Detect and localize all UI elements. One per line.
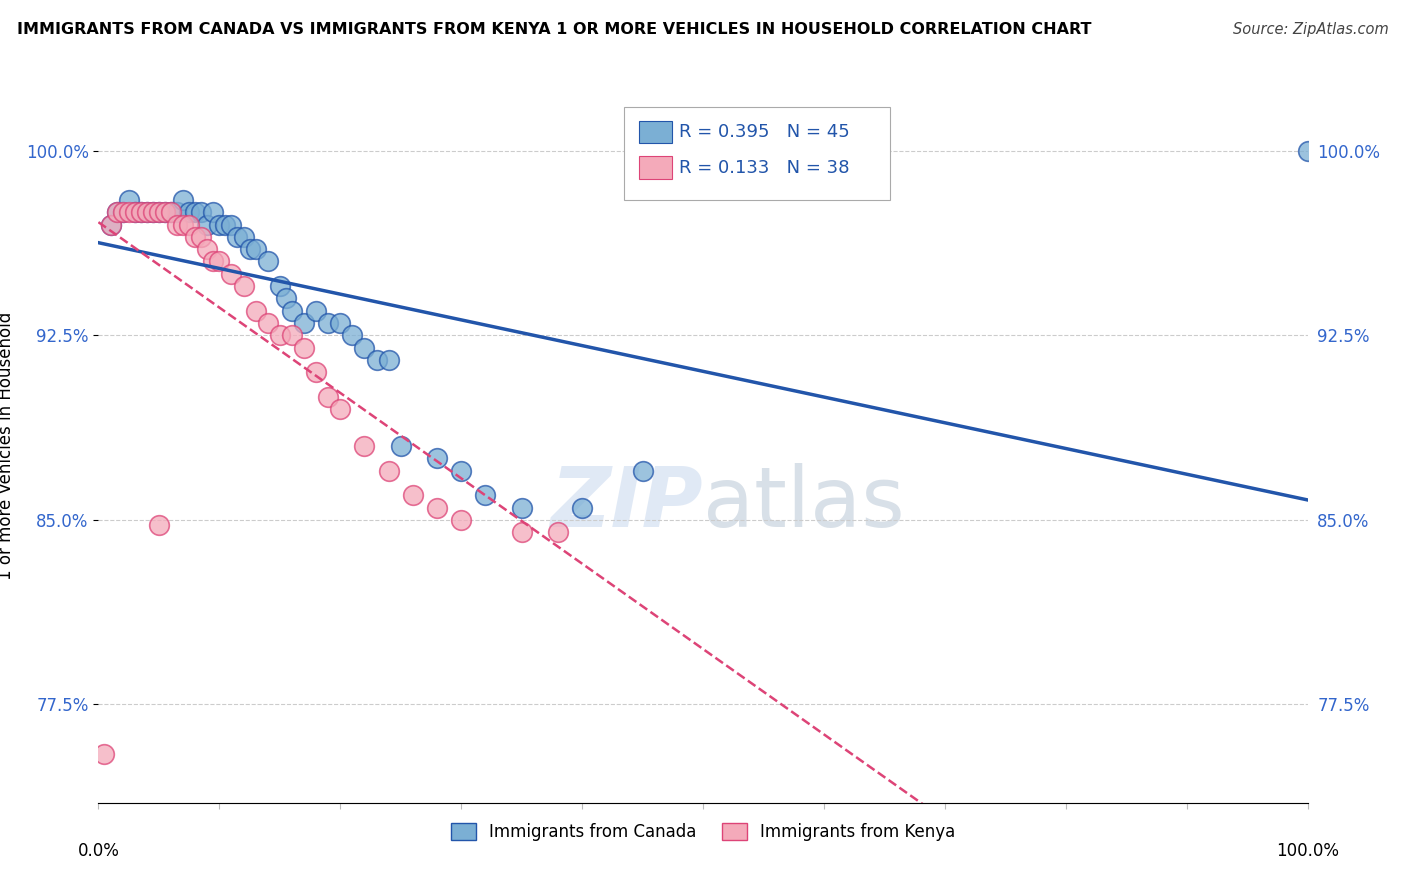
Point <box>153 205 176 219</box>
Y-axis label: 1 or more Vehicles in Household: 1 or more Vehicles in Household <box>0 312 14 580</box>
Point <box>402 488 425 502</box>
Point <box>226 230 249 244</box>
Point <box>148 205 170 219</box>
Point <box>111 205 134 219</box>
Point <box>179 218 201 232</box>
Point <box>377 352 399 367</box>
Point <box>245 303 267 318</box>
Point <box>142 205 165 219</box>
Point <box>329 316 352 330</box>
Legend: Immigrants from Canada, Immigrants from Kenya: Immigrants from Canada, Immigrants from … <box>444 816 962 848</box>
Point <box>184 230 207 244</box>
Text: 0.0%: 0.0% <box>77 842 120 860</box>
Point <box>366 352 388 367</box>
Point <box>118 193 141 207</box>
Point <box>281 328 304 343</box>
Point <box>105 205 128 219</box>
Point <box>118 205 141 219</box>
Point <box>1296 144 1319 158</box>
Point <box>269 328 291 343</box>
Point <box>329 402 352 417</box>
Point <box>142 205 165 219</box>
Point <box>202 205 225 219</box>
Point <box>256 254 278 268</box>
Point <box>316 316 339 330</box>
Point <box>105 205 128 219</box>
Point <box>342 328 364 343</box>
Point <box>111 205 134 219</box>
Text: IMMIGRANTS FROM CANADA VS IMMIGRANTS FROM KENYA 1 OR MORE VEHICLES IN HOUSEHOLD : IMMIGRANTS FROM CANADA VS IMMIGRANTS FRO… <box>17 22 1091 37</box>
Point <box>195 242 218 256</box>
Point <box>256 316 278 330</box>
Point <box>377 464 399 478</box>
Point <box>221 218 243 232</box>
Point <box>100 218 122 232</box>
Point <box>148 205 170 219</box>
FancyBboxPatch shape <box>624 107 890 200</box>
Point <box>353 439 375 453</box>
Point <box>274 291 297 305</box>
Text: R = 0.133   N = 38: R = 0.133 N = 38 <box>679 159 849 177</box>
Point <box>166 205 188 219</box>
Point <box>232 279 254 293</box>
Point <box>426 451 449 466</box>
Point <box>305 365 328 379</box>
Point <box>135 205 157 219</box>
Text: atlas: atlas <box>703 463 904 543</box>
Point <box>184 205 207 219</box>
Point <box>353 341 375 355</box>
Point <box>221 267 243 281</box>
Point <box>474 488 496 502</box>
Point <box>292 341 315 355</box>
Point <box>510 525 533 540</box>
Point <box>316 390 339 404</box>
Text: R = 0.395   N = 45: R = 0.395 N = 45 <box>679 123 849 141</box>
Point <box>208 218 231 232</box>
Point <box>172 193 194 207</box>
Point <box>245 242 267 256</box>
Point <box>148 517 170 532</box>
Point <box>389 439 412 453</box>
Point <box>93 747 115 761</box>
Point <box>269 279 291 293</box>
Text: 100.0%: 100.0% <box>1277 842 1339 860</box>
Point <box>129 205 152 219</box>
Point <box>129 205 152 219</box>
Point <box>135 205 157 219</box>
Point <box>631 464 654 478</box>
Point <box>510 500 533 515</box>
Point <box>190 205 212 219</box>
Point <box>202 254 225 268</box>
Point <box>239 242 262 256</box>
Point <box>571 500 593 515</box>
FancyBboxPatch shape <box>638 156 672 179</box>
Point <box>214 218 236 232</box>
Point <box>124 205 146 219</box>
Point <box>232 230 254 244</box>
Point <box>100 218 122 232</box>
Point <box>305 303 328 318</box>
Point <box>160 205 183 219</box>
Point <box>547 525 569 540</box>
Point <box>124 205 146 219</box>
Point <box>195 218 218 232</box>
FancyBboxPatch shape <box>638 120 672 144</box>
Point <box>166 218 188 232</box>
Point <box>190 230 212 244</box>
Point <box>450 513 472 527</box>
Point <box>208 254 231 268</box>
Point <box>281 303 304 318</box>
Point <box>153 205 176 219</box>
Point <box>292 316 315 330</box>
Text: Source: ZipAtlas.com: Source: ZipAtlas.com <box>1233 22 1389 37</box>
Text: ZIP: ZIP <box>550 463 703 543</box>
Point <box>160 205 183 219</box>
Point <box>179 205 201 219</box>
Point <box>426 500 449 515</box>
Point <box>172 218 194 232</box>
Point <box>450 464 472 478</box>
